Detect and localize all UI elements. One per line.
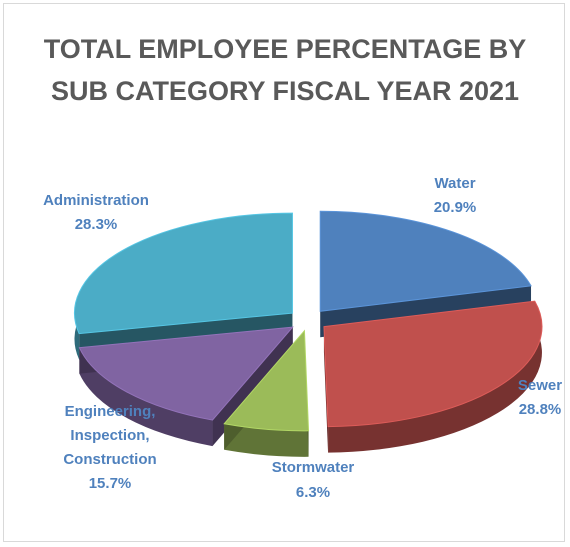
label-administration: Administration	[43, 192, 149, 209]
label-engineering-value: 15.7%	[89, 475, 132, 492]
pie-slices	[73, 210, 543, 432]
slice-side-stormwater	[224, 423, 309, 457]
slice-side-sewer	[328, 301, 542, 453]
pie-labels: Water 20.9% Sewer 28.8% Stormwater 6.3% …	[43, 175, 562, 501]
label-stormwater-value: 6.3%	[296, 484, 330, 501]
label-water: Water	[434, 175, 475, 192]
chart-title-line-2: SUB CATEGORY FISCAL YEAR 2021	[50, 76, 520, 106]
label-water-value: 20.9%	[434, 199, 477, 216]
slice-sewer	[323, 300, 543, 428]
slice-water	[319, 210, 532, 312]
slice-side-engineering	[79, 347, 213, 447]
label-engineering-line-2: Inspection,	[70, 427, 149, 444]
slice-stormwater	[223, 329, 310, 432]
label-stormwater: Stormwater	[272, 459, 355, 476]
slice-engineering	[78, 326, 294, 421]
label-sewer: Sewer	[518, 377, 562, 394]
chart-title-line-1: TOTAL EMPLOYEE PERCENTAGE BY	[43, 34, 527, 64]
label-administration-value: 28.3%	[75, 216, 118, 233]
label-sewer-value: 28.8%	[519, 401, 562, 418]
label-engineering-line-3: Construction	[63, 451, 156, 468]
slice-administration	[73, 212, 293, 335]
label-engineering-line-1: Engineering,	[65, 403, 156, 420]
